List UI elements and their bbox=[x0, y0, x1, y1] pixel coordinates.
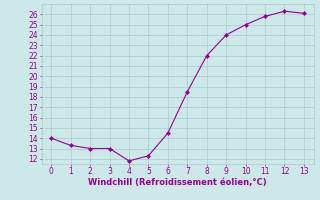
X-axis label: Windchill (Refroidissement éolien,°C): Windchill (Refroidissement éolien,°C) bbox=[88, 178, 267, 187]
